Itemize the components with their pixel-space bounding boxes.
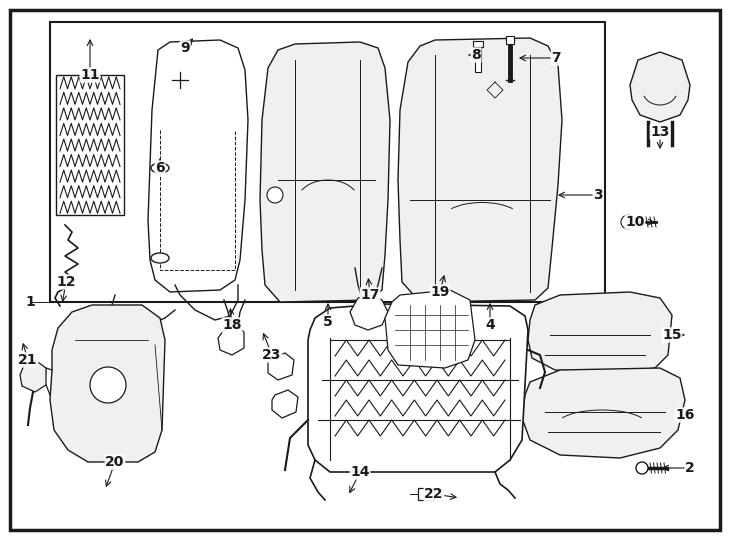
Polygon shape	[260, 42, 390, 302]
Bar	[50, 22, 605, 302]
Text: 17: 17	[360, 288, 379, 302]
Ellipse shape	[151, 163, 169, 173]
Text: 6: 6	[155, 161, 165, 175]
Bar	[506, 36, 514, 44]
Text: 18: 18	[222, 318, 241, 332]
Text: 3: 3	[593, 188, 603, 202]
Text: 11: 11	[80, 68, 100, 82]
Text: 12: 12	[57, 275, 76, 289]
Text: 8: 8	[471, 48, 481, 62]
Text: 22: 22	[424, 487, 444, 501]
Bar	[473, 41, 483, 47]
Circle shape	[621, 215, 635, 229]
Polygon shape	[522, 368, 685, 458]
Polygon shape	[50, 305, 165, 462]
Circle shape	[636, 462, 648, 474]
Polygon shape	[350, 295, 388, 330]
Polygon shape	[268, 353, 294, 380]
Text: 20: 20	[105, 455, 125, 469]
Text: 21: 21	[18, 353, 37, 367]
Text: 5: 5	[323, 315, 333, 329]
Text: 16: 16	[675, 408, 694, 422]
Text: 2: 2	[685, 461, 695, 475]
Polygon shape	[20, 360, 46, 392]
Polygon shape	[528, 292, 672, 372]
Text: 13: 13	[650, 125, 669, 139]
Ellipse shape	[151, 253, 169, 263]
Text: 9: 9	[180, 41, 190, 55]
Polygon shape	[385, 290, 475, 368]
Bar	[151, 168, 169, 258]
Polygon shape	[398, 38, 562, 302]
Polygon shape	[218, 325, 244, 355]
Polygon shape	[148, 40, 248, 292]
Text: 1: 1	[25, 295, 35, 309]
Bar	[56, 75, 124, 215]
Circle shape	[90, 367, 126, 403]
Text: 7: 7	[551, 51, 561, 65]
Text: 23: 23	[262, 348, 282, 362]
Bar	[418, 488, 434, 500]
Text: 15: 15	[662, 328, 682, 342]
Bar	[475, 44, 481, 72]
Text: 14: 14	[350, 465, 370, 479]
Polygon shape	[272, 390, 298, 418]
Polygon shape	[630, 52, 690, 122]
Text: 10: 10	[625, 215, 644, 229]
Circle shape	[267, 187, 283, 203]
Text: 4: 4	[485, 318, 495, 332]
Polygon shape	[308, 304, 528, 472]
Text: 19: 19	[430, 285, 450, 299]
